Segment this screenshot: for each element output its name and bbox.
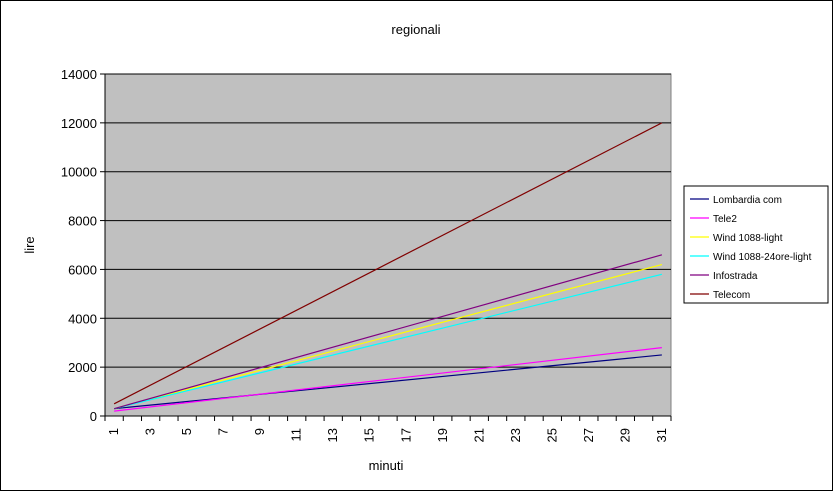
x-tick-label: 5 <box>179 428 194 435</box>
x-tick-label: 17 <box>398 428 413 442</box>
plot-area <box>104 73 672 417</box>
y-tick-label: 10000 <box>61 165 97 180</box>
x-tick-label: 23 <box>508 428 523 442</box>
x-tick-label: 25 <box>544 428 559 442</box>
y-tick-label: 12000 <box>61 116 97 131</box>
x-tick-label: 29 <box>617 428 632 442</box>
x-tick-label: 13 <box>325 428 340 442</box>
legend-label: Infostrada <box>713 271 758 282</box>
series-line-6 <box>113 122 663 405</box>
y-tick-label: 6000 <box>68 262 97 277</box>
series-line-2 <box>114 347 662 412</box>
series-line-3 <box>113 263 663 410</box>
legend-label: Lombardia com <box>713 195 782 206</box>
x-axis-label: minuti <box>369 458 404 473</box>
x-tick-label: 7 <box>216 428 231 435</box>
x-tick-label: 9 <box>252 428 267 435</box>
legend-label: Wind 1088-24ore-light <box>713 252 812 263</box>
x-tick-label: 27 <box>581 428 596 442</box>
series-line-5 <box>113 254 663 410</box>
y-tick-label: 2000 <box>68 360 97 375</box>
y-tick-label: 14000 <box>61 67 97 82</box>
series-line-1 <box>114 354 662 410</box>
y-axis-label: lire <box>22 236 37 253</box>
legend-label: Wind 1088-light <box>713 233 783 244</box>
y-tick-label: 0 <box>90 409 97 424</box>
x-tick-label: 3 <box>143 428 158 435</box>
x-tick-label: 1 <box>106 428 121 435</box>
y-tick-label: 4000 <box>68 311 97 326</box>
series-line-4 <box>113 273 663 410</box>
legend: Lombardia com Tele2 Wind 1088-light Wind 10… <box>683 185 829 304</box>
x-tick-label: 11 <box>289 428 304 442</box>
chart-title: regionali <box>391 22 440 37</box>
y-tick-label: 8000 <box>68 214 97 229</box>
x-tick-label: 15 <box>362 428 377 442</box>
x-tick-label: 31 <box>654 428 669 442</box>
legend-label: Tele2 <box>713 214 737 225</box>
x-tick-label: 19 <box>435 428 450 442</box>
legend-box <box>683 185 829 304</box>
x-tick-label: 21 <box>471 428 486 442</box>
legend-label: Telecom <box>713 290 750 301</box>
